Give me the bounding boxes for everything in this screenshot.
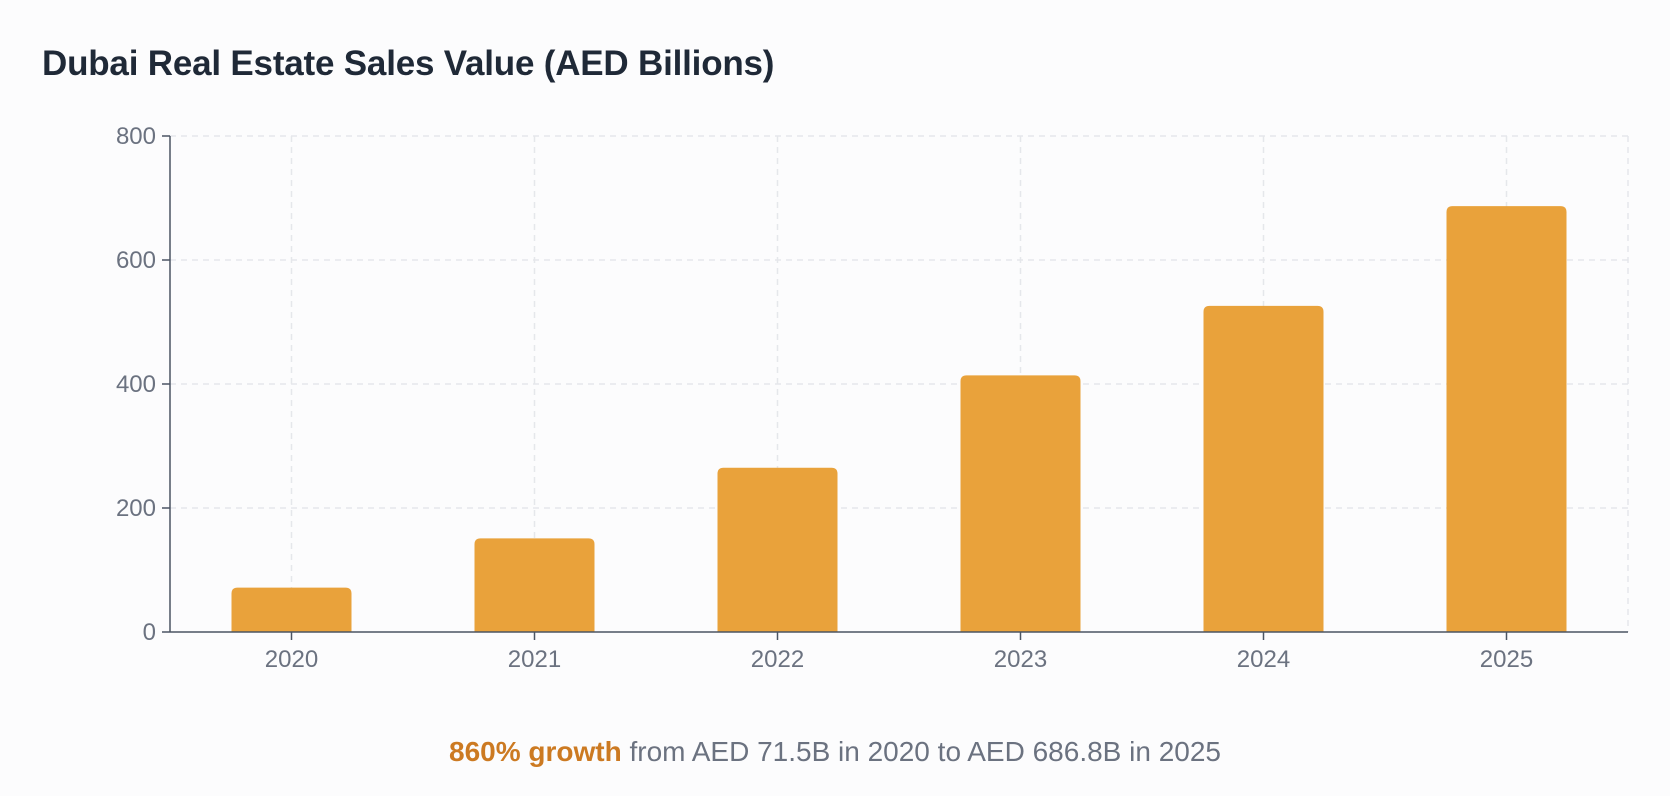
growth-highlight: 860% growth [449, 736, 622, 767]
y-tick-label: 200 [116, 495, 156, 522]
chart-title: Dubai Real Estate Sales Value (AED Billi… [42, 44, 775, 83]
grid-lines [170, 135, 1629, 632]
axes [162, 135, 1628, 640]
x-tick-label: 2024 [1237, 646, 1290, 673]
bar-chart: 0 200 400 600 800 2020 2021 2022 2023 2024 2025 [116, 123, 1629, 673]
bar-2025 [1446, 206, 1567, 632]
y-tick-label: 800 [116, 123, 156, 150]
y-tick-label: 400 [116, 371, 156, 398]
y-tick-label: 600 [116, 247, 156, 274]
x-tick-label: 2021 [508, 646, 561, 673]
x-tick-label: 2020 [265, 646, 318, 673]
bar-2024 [1203, 305, 1324, 632]
x-tick-label: 2022 [751, 646, 804, 673]
bar-2023 [960, 375, 1081, 632]
bar-2020 [231, 587, 352, 632]
growth-detail: from AED 71.5B in 2020 to AED 686.8B in … [621, 736, 1221, 767]
bar-2022 [717, 467, 838, 632]
tick-labels: 0 200 400 600 800 2020 2021 2022 2023 2024 2025 [116, 123, 1533, 673]
bar-2021 [474, 538, 595, 632]
bars [231, 206, 1567, 632]
growth-caption: 860% growth from AED 71.5B in 2020 to AE… [0, 736, 1670, 768]
y-tick-label: 0 [143, 619, 156, 646]
x-tick-label: 2023 [994, 646, 1047, 673]
x-tick-label: 2025 [1480, 646, 1533, 673]
